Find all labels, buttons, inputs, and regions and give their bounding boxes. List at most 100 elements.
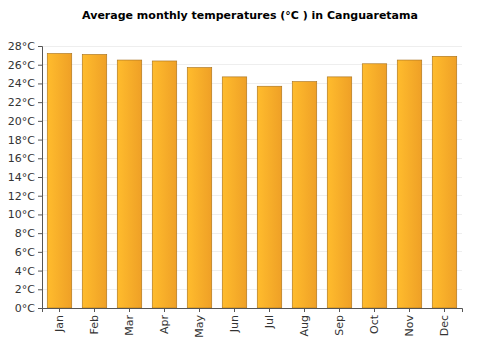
x-tick: Dec bbox=[438, 308, 451, 336]
y-tick: 16°C bbox=[8, 152, 42, 165]
y-tick-mark bbox=[38, 289, 42, 290]
x-tick-label: Nov bbox=[403, 315, 416, 337]
x-tick-label: Mar bbox=[123, 315, 136, 336]
y-tick-mark bbox=[38, 252, 42, 253]
y-axis-line bbox=[38, 47, 43, 309]
y-tick-label: 12°C bbox=[8, 190, 35, 203]
y-tick-mark bbox=[38, 233, 42, 234]
y-tick: 20°C bbox=[8, 115, 42, 128]
y-tick-label: 2°C bbox=[15, 283, 35, 296]
bar bbox=[47, 53, 72, 308]
y-tick-mark bbox=[38, 308, 42, 309]
y-tick: 8°C bbox=[15, 227, 42, 240]
y-tick-label: 20°C bbox=[8, 115, 35, 128]
x-tick-mark bbox=[234, 308, 235, 312]
y-tick-label: 0°C bbox=[15, 302, 35, 315]
y-tick-mark bbox=[38, 121, 42, 122]
x-tick-mark bbox=[339, 308, 340, 312]
y-tick-mark bbox=[38, 214, 42, 215]
bars bbox=[47, 53, 457, 308]
x-tick-label: Aug bbox=[298, 315, 311, 336]
x-tick-mark bbox=[59, 308, 60, 312]
x-tick-label: Dec bbox=[438, 315, 451, 336]
y-tick-label: 26°C bbox=[8, 59, 35, 72]
y-tick: 24°C bbox=[8, 77, 42, 90]
x-tick: Jan bbox=[53, 308, 66, 333]
bar bbox=[292, 82, 317, 308]
x-tick-label: May bbox=[193, 315, 206, 338]
bar bbox=[152, 61, 177, 308]
y-tick: 10°C bbox=[8, 208, 42, 221]
x-tick-mark bbox=[304, 308, 305, 312]
bar bbox=[222, 77, 247, 308]
x-tick-label: Jan bbox=[53, 315, 66, 333]
x-tick: Apr bbox=[158, 308, 171, 334]
x-axis: Jan Feb Mar Apr May Jun Jul Aug Sep Oct Nov Dec bbox=[43, 308, 463, 338]
x-tick: Nov bbox=[403, 308, 416, 336]
y-tick-label: 6°C bbox=[15, 246, 35, 259]
x-tick: Aug bbox=[298, 308, 311, 336]
y-tick-mark bbox=[38, 140, 42, 141]
y-tick: 26°C bbox=[8, 59, 42, 72]
y-tick: 22°C bbox=[8, 96, 42, 109]
y-tick-label: 4°C bbox=[15, 265, 35, 278]
x-tick: May bbox=[193, 308, 206, 338]
x-tick-label: Feb bbox=[88, 315, 101, 334]
y-tick: 12°C bbox=[8, 190, 42, 203]
y-tick-label: 8°C bbox=[15, 227, 35, 240]
grid bbox=[42, 46, 462, 308]
x-tick-label: Oct bbox=[368, 314, 381, 334]
y-tick: 6°C bbox=[15, 246, 42, 259]
x-tick-mark bbox=[199, 308, 200, 312]
bar bbox=[327, 77, 352, 308]
y-tick-mark bbox=[38, 46, 42, 47]
bar bbox=[432, 56, 457, 308]
bar bbox=[117, 60, 142, 308]
y-tick: 14°C bbox=[8, 171, 42, 184]
x-tick-mark bbox=[164, 308, 165, 312]
y-tick-mark bbox=[38, 83, 42, 84]
x-tick-label: Jul bbox=[263, 315, 276, 329]
title: Average monthly temperatures (°C ) in Ca… bbox=[82, 9, 418, 22]
x-tick-mark bbox=[269, 308, 270, 312]
y-tick: 4°C bbox=[15, 265, 42, 278]
bar bbox=[257, 86, 282, 308]
y-tick-label: 28°C bbox=[8, 40, 35, 53]
x-tick-mark bbox=[374, 308, 375, 312]
y-tick-mark bbox=[38, 102, 42, 103]
y-tick: 18°C bbox=[8, 134, 42, 147]
y-tick: 28°C bbox=[8, 40, 42, 53]
x-tick: Jul bbox=[263, 308, 276, 329]
y-tick-mark bbox=[38, 196, 42, 197]
x-tick-mark bbox=[94, 308, 95, 312]
y-tick-label: 18°C bbox=[8, 134, 35, 147]
grid-line bbox=[42, 46, 462, 47]
y-tick: 2°C bbox=[15, 283, 42, 296]
y-axis: 0°C 2°C 4°C 6°C 8°C 10°C 12°C 14°C 16°C 18°C 20°C 2… bbox=[8, 40, 43, 315]
y-tick-label: 24°C bbox=[8, 77, 35, 90]
y-tick-label: 16°C bbox=[8, 152, 35, 165]
y-tick-mark bbox=[38, 177, 42, 178]
x-tick: Jun bbox=[228, 308, 241, 333]
x-tick-mark bbox=[444, 308, 445, 312]
x-axis-line bbox=[43, 309, 463, 313]
y-tick-mark bbox=[38, 271, 42, 272]
y-tick-mark bbox=[38, 65, 42, 66]
bar bbox=[397, 60, 422, 308]
x-tick-mark bbox=[409, 308, 410, 312]
x-tick: Feb bbox=[88, 308, 101, 334]
y-tick-mark bbox=[38, 158, 42, 159]
y-tick-label: 10°C bbox=[8, 208, 35, 221]
x-tick-label: Jun bbox=[228, 315, 241, 333]
x-tick-label: Apr bbox=[158, 315, 171, 335]
bar bbox=[187, 68, 212, 308]
bar bbox=[82, 54, 107, 308]
x-tick-label: Sep bbox=[333, 315, 346, 336]
plot: 0°C 2°C 4°C 6°C 8°C 10°C 12°C 14°C 16°C 18°C 20°C 2… bbox=[8, 40, 463, 338]
y-tick-label: 14°C bbox=[8, 171, 35, 184]
chart: Average monthly temperatures (°C ) in Ca… bbox=[0, 0, 500, 350]
y-tick-label: 22°C bbox=[8, 96, 35, 109]
x-tick: Mar bbox=[123, 308, 136, 336]
x-tick: Sep bbox=[333, 308, 346, 336]
x-tick: Oct bbox=[368, 308, 381, 334]
